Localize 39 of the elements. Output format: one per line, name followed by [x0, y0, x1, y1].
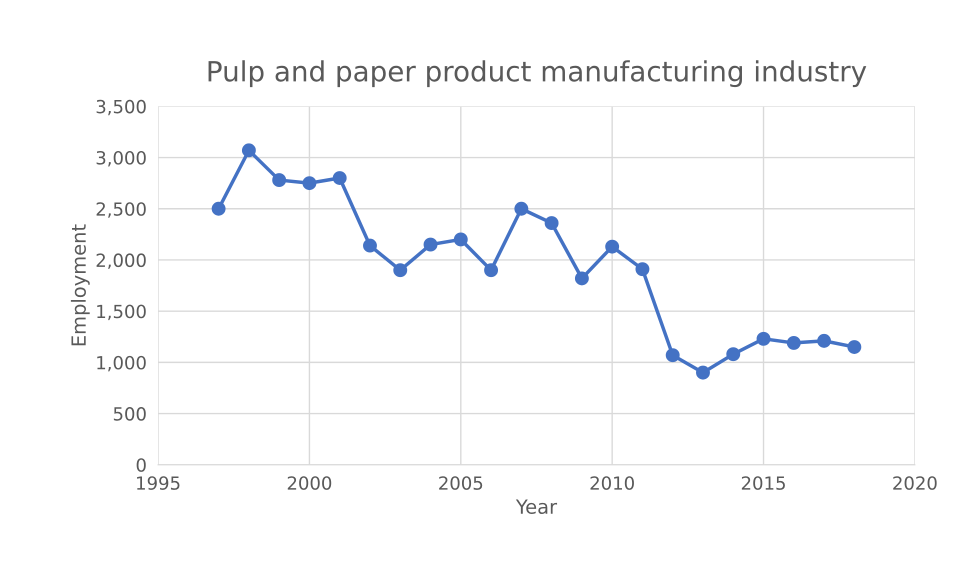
- x-tick-label: 1995: [137, 476, 180, 490]
- y-tick-label: 1,000: [97, 356, 146, 372]
- point: [726, 347, 740, 362]
- point: [212, 202, 226, 216]
- point: [666, 348, 680, 362]
- point: [786, 336, 801, 350]
- chart-title: Pulp and paper product manufacturing industry: [208, 60, 866, 88]
- point: [544, 216, 559, 230]
- point: [817, 334, 832, 348]
- x-tick-label: 2015: [742, 476, 785, 490]
- x-axis-title: Year: [516, 500, 558, 514]
- point: [635, 262, 650, 276]
- point: [302, 176, 316, 190]
- point: [756, 332, 770, 346]
- y-axis-title: Employment: [70, 224, 90, 346]
- point: [847, 340, 862, 354]
- y-tick-label: 0: [136, 458, 146, 472]
- point: [272, 173, 286, 188]
- point: [574, 271, 589, 286]
- x-tick-label: 2010: [590, 476, 634, 490]
- point: [242, 143, 256, 158]
- point: [332, 171, 347, 185]
- x-tick-label: 2000: [288, 476, 332, 490]
- y-tick-label: 3,500: [96, 100, 146, 116]
- y-tick-label: 3,000: [96, 150, 146, 166]
- point: [363, 238, 377, 253]
- point: [696, 366, 710, 380]
- point: [484, 263, 498, 278]
- point: [514, 202, 528, 216]
- point: [605, 240, 620, 254]
- y-tick-label: 1,500: [97, 304, 146, 320]
- x-tick-label: 2005: [439, 476, 482, 490]
- point: [454, 232, 468, 246]
- y-tick-label: 500: [114, 407, 146, 421]
- y-tick-label: 2,000: [96, 253, 146, 269]
- point: [393, 263, 408, 278]
- x-tick-label: 2020: [893, 476, 937, 490]
- y-tick-label: 2,500: [96, 202, 146, 218]
- point: [424, 238, 438, 252]
